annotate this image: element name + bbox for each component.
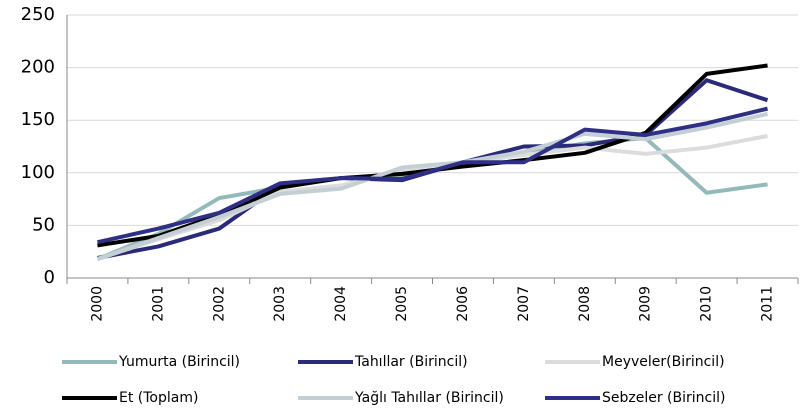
x-tick-label: 2002: [211, 286, 227, 322]
x-tick-label: 2006: [455, 286, 471, 322]
series-line: [97, 106, 769, 245]
y-tick-label: 150: [21, 109, 55, 130]
x-tick-label: 2010: [699, 286, 715, 322]
x-tick-label: 2011: [760, 286, 776, 322]
x-tick-label: 2000: [89, 286, 105, 322]
series-line: [96, 134, 768, 261]
x-tick-label: 2009: [638, 286, 654, 322]
y-tick-label: 100: [21, 162, 55, 183]
legend-label: Tahıllar (Birincil): [354, 354, 468, 370]
x-tick-label: 2003: [272, 286, 288, 322]
series-line: [96, 111, 768, 261]
x-tick-label: 2001: [150, 286, 166, 322]
y-tick-label: 250: [21, 4, 55, 25]
legend-label: Yumurta (Birincil): [118, 354, 240, 370]
series-line: [96, 136, 768, 261]
y-tick-label: 200: [21, 57, 55, 78]
y-tick-label: 50: [32, 214, 55, 235]
x-tick-label: 2008: [577, 286, 593, 322]
x-tick-label: 2004: [333, 286, 349, 322]
legend-label: Et (Toplam): [119, 390, 198, 406]
x-tick-label: 2005: [394, 286, 410, 322]
legend-label: Sebzeler (Birincil): [602, 390, 725, 406]
y-tick-label: 0: [44, 267, 55, 288]
legend-label: Yağlı Tahıllar (Birincil): [354, 390, 504, 406]
legend-label: Meyveler(Birincil): [602, 354, 725, 370]
x-tick-label: 2007: [516, 286, 532, 322]
